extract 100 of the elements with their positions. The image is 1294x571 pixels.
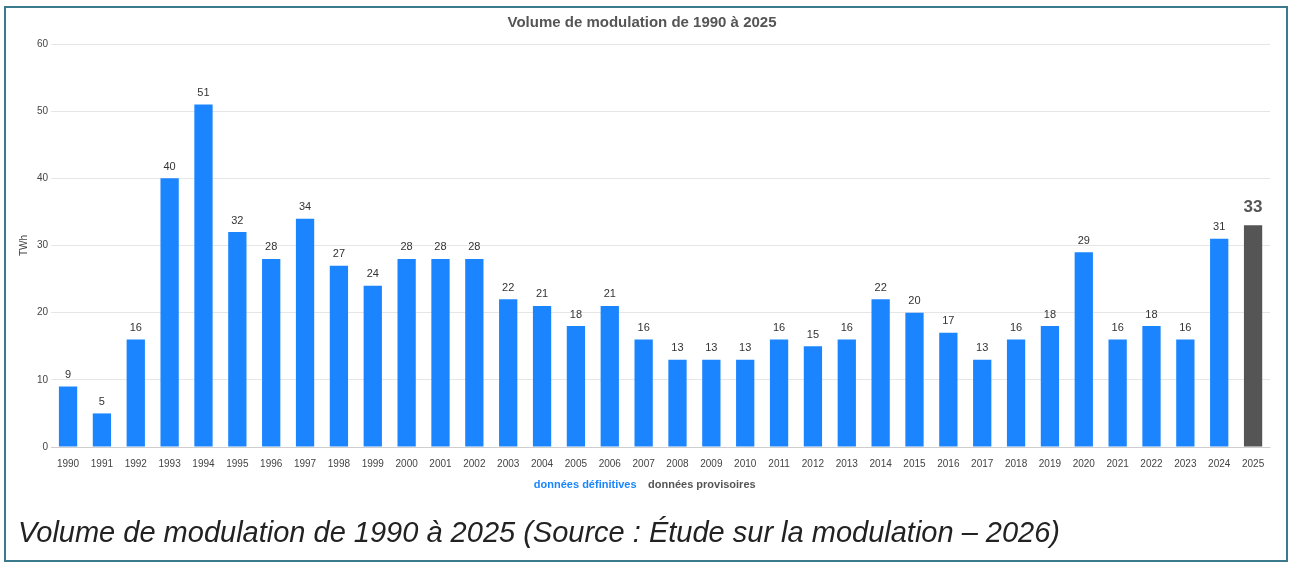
bar bbox=[973, 359, 992, 447]
x-tick-label: 1998 bbox=[327, 457, 351, 469]
bar bbox=[329, 265, 349, 447]
data-label: 13 bbox=[671, 341, 684, 354]
bar bbox=[803, 346, 823, 447]
x-tick-label: 1996 bbox=[260, 457, 283, 469]
x-tick-label: 2018 bbox=[1004, 457, 1028, 469]
bar bbox=[668, 359, 687, 447]
bar bbox=[1040, 326, 1060, 447]
data-label: 9 bbox=[64, 368, 72, 381]
bar bbox=[1074, 252, 1093, 447]
data-label: 15 bbox=[806, 327, 820, 340]
data-label: 16 bbox=[772, 321, 786, 334]
bar bbox=[600, 305, 619, 447]
bar bbox=[1142, 326, 1161, 447]
data-label: 18 bbox=[1043, 307, 1057, 320]
data-label: 22 bbox=[874, 280, 887, 293]
bar bbox=[837, 339, 856, 447]
data-label: 27 bbox=[332, 247, 346, 260]
bar bbox=[92, 413, 112, 447]
data-label: 22 bbox=[502, 280, 515, 293]
x-tick-label: 2006 bbox=[598, 457, 622, 469]
bar bbox=[126, 339, 145, 447]
y-tick-label: 30 bbox=[37, 239, 49, 251]
bar bbox=[58, 386, 78, 447]
data-label: 33 bbox=[1243, 196, 1263, 216]
x-tick-label: 2007 bbox=[632, 457, 656, 469]
bar bbox=[566, 326, 586, 447]
text: Volume de modulation de 1990 à 2025 (Source : Étude sur la modulation – 2026) bbox=[18, 516, 1061, 549]
x-tick-label: 2015 bbox=[903, 457, 927, 469]
text: données définitives bbox=[533, 477, 637, 490]
x-tick-label: 2005 bbox=[564, 457, 588, 469]
bar bbox=[1210, 238, 1229, 447]
bar bbox=[160, 178, 179, 447]
y-tick-label: 60 bbox=[37, 37, 49, 49]
data-label: 32 bbox=[231, 213, 244, 226]
data-label: 40 bbox=[163, 159, 176, 172]
bar bbox=[465, 258, 484, 447]
y-tick-label: 40 bbox=[37, 172, 49, 184]
bar bbox=[905, 312, 924, 447]
x-tick-label: 2001 bbox=[429, 457, 453, 469]
x-tick-label: 1994 bbox=[192, 457, 216, 469]
x-tick-label: 2009 bbox=[700, 457, 723, 469]
data-label: 13 bbox=[976, 341, 989, 354]
bar bbox=[295, 218, 315, 447]
x-tick-label: 2024 bbox=[1208, 457, 1231, 469]
data-label: 5 bbox=[98, 394, 105, 407]
data-label: 29 bbox=[1077, 233, 1090, 246]
data-label: 28 bbox=[400, 240, 413, 253]
x-tick-label: 1992 bbox=[124, 457, 148, 469]
x-tick-label: 1993 bbox=[158, 457, 182, 469]
data-label: 16 bbox=[1179, 321, 1192, 334]
data-label: 21 bbox=[603, 287, 616, 300]
bar bbox=[1176, 339, 1195, 447]
data-label: 13 bbox=[739, 341, 752, 354]
x-tick-label: 2012 bbox=[801, 457, 825, 469]
x-tick-label: 2003 bbox=[497, 457, 520, 469]
x-tick-label: 1999 bbox=[361, 457, 385, 469]
bar bbox=[499, 299, 518, 447]
bar bbox=[228, 232, 247, 447]
data-label: 34 bbox=[298, 200, 312, 213]
data-label: 16 bbox=[637, 321, 650, 334]
y-axis-title: TWh bbox=[17, 234, 29, 257]
y-tick-label: 50 bbox=[37, 104, 49, 116]
data-label: 13 bbox=[705, 341, 718, 354]
bar bbox=[532, 305, 552, 447]
x-tick-label: 2008 bbox=[666, 457, 690, 469]
data-label: 51 bbox=[197, 85, 210, 98]
x-tick-label: 1995 bbox=[226, 457, 249, 469]
data-label: 18 bbox=[1145, 307, 1158, 320]
bar bbox=[363, 285, 382, 447]
bar bbox=[736, 359, 755, 447]
data-label: 21 bbox=[535, 287, 549, 300]
x-tick-label: 2002 bbox=[463, 457, 486, 469]
bar bbox=[871, 299, 890, 447]
y-tick-label: 0 bbox=[42, 440, 49, 452]
bar bbox=[262, 258, 281, 447]
y-tick-label: 20 bbox=[37, 306, 49, 318]
x-tick-label: 2014 bbox=[869, 457, 893, 469]
bar bbox=[769, 339, 789, 447]
x-tick-label: 2013 bbox=[835, 457, 859, 469]
x-tick-label: 2011 bbox=[768, 457, 791, 469]
data-label: 16 bbox=[129, 321, 142, 334]
bar bbox=[939, 332, 958, 447]
data-label: 17 bbox=[942, 314, 955, 327]
bar bbox=[702, 359, 721, 447]
x-tick-label: 1997 bbox=[293, 457, 317, 469]
x-tick-label: 2020 bbox=[1072, 457, 1096, 469]
data-label: 18 bbox=[569, 307, 583, 320]
x-tick-label: 2016 bbox=[937, 457, 960, 469]
x-tick-label: 2025 bbox=[1241, 457, 1265, 469]
chart-title: Volume de modulation de 1990 à 2025 bbox=[507, 13, 777, 31]
data-label: 28 bbox=[468, 240, 481, 253]
y-tick-label: 10 bbox=[37, 373, 49, 385]
data-label: 16 bbox=[1111, 321, 1124, 334]
text: données provisoires bbox=[648, 477, 756, 490]
x-tick-label: 2021 bbox=[1106, 457, 1130, 469]
bar bbox=[634, 339, 653, 447]
bar bbox=[1006, 339, 1026, 447]
data-label: 28 bbox=[434, 240, 447, 253]
